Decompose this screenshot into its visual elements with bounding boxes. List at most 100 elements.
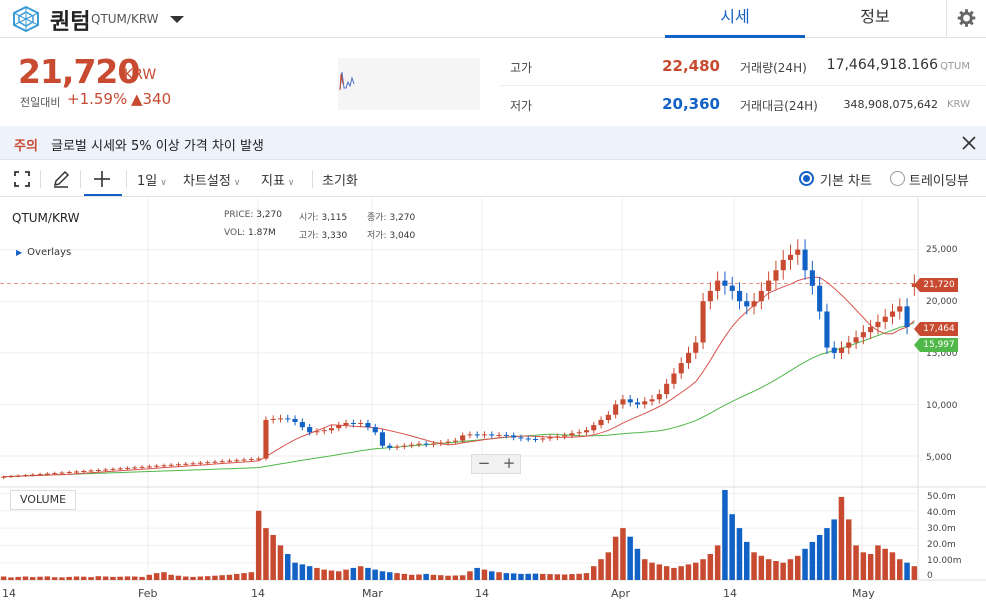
reset-button[interactable]: 초기화	[322, 174, 358, 189]
volume-bar	[510, 573, 517, 580]
volume-bar	[321, 569, 327, 580]
candle-body	[511, 435, 517, 438]
change-rate: +1.59%	[67, 90, 128, 108]
zoom-out-button[interactable]: −	[477, 454, 491, 472]
gear-icon[interactable]	[946, 0, 986, 38]
candlestick-chart[interactable]	[0, 198, 986, 606]
tradingview-radio[interactable]	[890, 171, 905, 186]
crosshair-icon[interactable]	[91, 168, 113, 190]
candle-body	[554, 436, 560, 438]
volume-tick: 30.0m	[927, 524, 956, 534]
price-tick: 25,000	[926, 245, 958, 255]
candle-body	[30, 474, 36, 476]
candle-body	[686, 352, 692, 364]
volume-bar	[416, 574, 422, 580]
zoom-controls: − +	[471, 454, 521, 474]
candle-body	[875, 321, 881, 328]
pencil-icon[interactable]	[50, 168, 72, 190]
candle-body	[95, 470, 101, 471]
candle-body	[605, 414, 611, 420]
volume-bar	[882, 548, 888, 580]
candle-body	[132, 467, 138, 469]
volume-panel-label[interactable]: VOLUME	[10, 490, 76, 510]
volume-bar	[401, 573, 408, 580]
chart-settings-menu[interactable]: 차트설정 ∨	[183, 170, 240, 189]
candle-body	[460, 435, 466, 441]
volume-bar	[8, 577, 14, 580]
volume-bar	[59, 577, 65, 580]
chevron-down-icon[interactable]	[170, 16, 184, 23]
legend-high-label: 고가:	[299, 231, 319, 241]
volume-bar	[700, 559, 706, 580]
candle-body	[358, 423, 364, 424]
candle-body	[562, 435, 568, 437]
ma-short-line	[3, 276, 915, 478]
volume-bar	[37, 576, 43, 580]
candle-body	[430, 443, 436, 445]
high-value: 22,480	[662, 57, 720, 75]
candle-body	[314, 431, 320, 433]
volume-bar	[685, 564, 692, 580]
candle-body	[547, 437, 553, 439]
close-icon[interactable]	[960, 134, 978, 152]
overlays-toggle[interactable]: Overlays	[16, 247, 71, 258]
price-summary: 21,720 KRW 전일대비 +1.59% ▲340 고가 22,480 거래…	[0, 38, 986, 126]
candle-body	[328, 428, 334, 431]
candle-body	[1, 476, 7, 478]
volume-bar	[911, 566, 918, 580]
candle-body	[175, 464, 181, 466]
volume-bar	[722, 490, 728, 580]
candle-body	[802, 249, 808, 271]
tab-info[interactable]: 정보	[860, 7, 890, 26]
volume-bar	[248, 572, 255, 580]
candle-body	[642, 401, 648, 405]
volume-bar	[598, 559, 604, 580]
volume-bar	[678, 566, 684, 580]
candle-body	[336, 425, 342, 429]
volume-bar	[379, 571, 386, 580]
volume-bar	[751, 552, 757, 580]
basic-chart-radio[interactable]	[799, 171, 814, 186]
volume-bar	[474, 567, 480, 580]
volume-bar	[22, 576, 29, 580]
header: 퀀텀 QTUM/KRW 시세 정보	[0, 0, 986, 38]
fullscreen-icon[interactable]	[11, 168, 33, 190]
interval-select[interactable]: 1일 ∨	[137, 170, 167, 189]
candle-body	[277, 418, 283, 420]
candle-body	[649, 399, 655, 402]
indicators-menu[interactable]: 지표 ∨	[261, 170, 295, 189]
date-tick: 14	[2, 587, 16, 600]
zoom-in-button[interactable]: +	[502, 454, 516, 472]
candle-body	[853, 337, 859, 343]
ma-long-price-tag: 15,997	[914, 338, 958, 352]
volume-bar	[95, 576, 102, 580]
legend-close: 종가: 3,270	[367, 210, 415, 223]
candle-body	[234, 460, 240, 462]
date-tick: Feb	[138, 587, 158, 600]
candle-body	[489, 434, 495, 436]
volume-bar	[51, 577, 58, 580]
volume-bar	[802, 548, 808, 580]
volume-bar	[503, 573, 510, 580]
volume-bar	[671, 567, 677, 580]
candle-body	[44, 473, 50, 475]
candle-body	[409, 444, 415, 446]
volume-bar	[343, 569, 349, 580]
basic-chart-label[interactable]: 기본 차트	[820, 174, 872, 189]
legend-vol-value: 1.87M	[248, 228, 276, 238]
current-price-tag: 21,720	[914, 278, 958, 292]
volume-bar	[620, 528, 626, 580]
coin-pair: QTUM/KRW	[91, 12, 159, 26]
candle-body	[161, 465, 167, 467]
active-tool-indicator	[84, 194, 122, 196]
candle-body	[270, 418, 276, 420]
candle-body	[401, 445, 407, 447]
candle-body	[394, 446, 400, 448]
tradingview-label[interactable]: 트레이딩뷰	[909, 174, 969, 189]
candle-body	[416, 443, 422, 445]
candle-body	[569, 433, 575, 436]
tab-price[interactable]: 시세	[665, 0, 805, 38]
volume-bar	[518, 573, 524, 580]
candle-body	[226, 460, 232, 462]
chart-area[interactable]: QTUM/KRW PRICE: 3,270 시가: 3,115 종가: 3,27…	[0, 198, 986, 606]
